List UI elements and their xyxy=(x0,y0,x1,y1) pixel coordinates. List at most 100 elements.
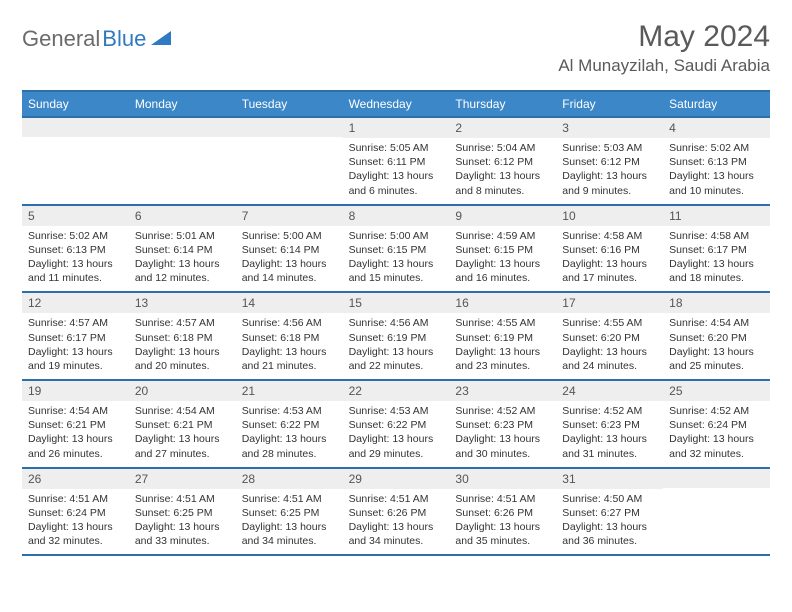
day-cell: 9Sunrise: 4:59 AMSunset: 6:15 PMDaylight… xyxy=(449,206,556,292)
week-row: 26Sunrise: 4:51 AMSunset: 6:24 PMDayligh… xyxy=(22,469,770,557)
day-cell: 7Sunrise: 5:00 AMSunset: 6:14 PMDaylight… xyxy=(236,206,343,292)
sunset-text: Sunset: 6:20 PM xyxy=(669,331,764,345)
day-cell: 15Sunrise: 4:56 AMSunset: 6:19 PMDayligh… xyxy=(343,293,450,379)
day-cell: 5Sunrise: 5:02 AMSunset: 6:13 PMDaylight… xyxy=(22,206,129,292)
sunrise-text: Sunrise: 4:55 AM xyxy=(562,316,657,330)
day-cell: 21Sunrise: 4:53 AMSunset: 6:22 PMDayligh… xyxy=(236,381,343,467)
day-number xyxy=(22,118,129,137)
day-cell: 26Sunrise: 4:51 AMSunset: 6:24 PMDayligh… xyxy=(22,469,129,555)
day-number: 16 xyxy=(449,293,556,313)
day-number: 12 xyxy=(22,293,129,313)
week-row: 19Sunrise: 4:54 AMSunset: 6:21 PMDayligh… xyxy=(22,381,770,469)
logo-text-blue: Blue xyxy=(102,26,146,52)
week-row: 1Sunrise: 5:05 AMSunset: 6:11 PMDaylight… xyxy=(22,118,770,206)
daylight-text: Daylight: 13 hours and 25 minutes. xyxy=(669,345,764,373)
day-body: Sunrise: 4:53 AMSunset: 6:22 PMDaylight:… xyxy=(343,401,450,467)
sunrise-text: Sunrise: 4:53 AM xyxy=(242,404,337,418)
sunrise-text: Sunrise: 5:03 AM xyxy=(562,141,657,155)
day-number: 11 xyxy=(663,206,770,226)
sunrise-text: Sunrise: 4:51 AM xyxy=(28,492,123,506)
day-body: Sunrise: 4:55 AMSunset: 6:19 PMDaylight:… xyxy=(449,313,556,379)
daylight-text: Daylight: 13 hours and 26 minutes. xyxy=(28,432,123,460)
day-number: 13 xyxy=(129,293,236,313)
day-number: 5 xyxy=(22,206,129,226)
sunset-text: Sunset: 6:27 PM xyxy=(562,506,657,520)
day-body: Sunrise: 5:01 AMSunset: 6:14 PMDaylight:… xyxy=(129,226,236,292)
sunset-text: Sunset: 6:13 PM xyxy=(669,155,764,169)
sunrise-text: Sunrise: 4:55 AM xyxy=(455,316,550,330)
sunset-text: Sunset: 6:23 PM xyxy=(455,418,550,432)
day-cell: 28Sunrise: 4:51 AMSunset: 6:25 PMDayligh… xyxy=(236,469,343,555)
sunrise-text: Sunrise: 4:53 AM xyxy=(349,404,444,418)
day-number: 15 xyxy=(343,293,450,313)
day-number xyxy=(663,469,770,488)
day-body: Sunrise: 5:05 AMSunset: 6:11 PMDaylight:… xyxy=(343,138,450,204)
sunset-text: Sunset: 6:14 PM xyxy=(135,243,230,257)
day-number: 30 xyxy=(449,469,556,489)
day-number: 2 xyxy=(449,118,556,138)
location-label: Al Munayzilah, Saudi Arabia xyxy=(558,56,770,76)
day-body: Sunrise: 5:04 AMSunset: 6:12 PMDaylight:… xyxy=(449,138,556,204)
sunset-text: Sunset: 6:17 PM xyxy=(28,331,123,345)
day-cell: 22Sunrise: 4:53 AMSunset: 6:22 PMDayligh… xyxy=(343,381,450,467)
day-number: 4 xyxy=(663,118,770,138)
sunset-text: Sunset: 6:22 PM xyxy=(349,418,444,432)
daylight-text: Daylight: 13 hours and 21 minutes. xyxy=(242,345,337,373)
daylight-text: Daylight: 13 hours and 30 minutes. xyxy=(455,432,550,460)
sunrise-text: Sunrise: 4:58 AM xyxy=(562,229,657,243)
day-cell: 8Sunrise: 5:00 AMSunset: 6:15 PMDaylight… xyxy=(343,206,450,292)
day-number: 8 xyxy=(343,206,450,226)
day-body: Sunrise: 4:54 AMSunset: 6:21 PMDaylight:… xyxy=(22,401,129,467)
day-number: 29 xyxy=(343,469,450,489)
day-cell: 1Sunrise: 5:05 AMSunset: 6:11 PMDaylight… xyxy=(343,118,450,204)
daylight-text: Daylight: 13 hours and 19 minutes. xyxy=(28,345,123,373)
day-cell: 27Sunrise: 4:51 AMSunset: 6:25 PMDayligh… xyxy=(129,469,236,555)
sunset-text: Sunset: 6:11 PM xyxy=(349,155,444,169)
sunrise-text: Sunrise: 4:52 AM xyxy=(562,404,657,418)
day-number xyxy=(236,118,343,137)
daylight-text: Daylight: 13 hours and 27 minutes. xyxy=(135,432,230,460)
sunrise-text: Sunrise: 4:54 AM xyxy=(669,316,764,330)
day-number: 17 xyxy=(556,293,663,313)
day-number: 10 xyxy=(556,206,663,226)
day-body: Sunrise: 4:56 AMSunset: 6:18 PMDaylight:… xyxy=(236,313,343,379)
day-number: 28 xyxy=(236,469,343,489)
page-header: General Blue May 2024 Al Munayzilah, Sau… xyxy=(22,20,770,76)
day-cell: 14Sunrise: 4:56 AMSunset: 6:18 PMDayligh… xyxy=(236,293,343,379)
sunset-text: Sunset: 6:21 PM xyxy=(28,418,123,432)
day-body: Sunrise: 4:52 AMSunset: 6:23 PMDaylight:… xyxy=(449,401,556,467)
sunrise-text: Sunrise: 4:52 AM xyxy=(669,404,764,418)
day-body: Sunrise: 4:56 AMSunset: 6:19 PMDaylight:… xyxy=(343,313,450,379)
daylight-text: Daylight: 13 hours and 17 minutes. xyxy=(562,257,657,285)
sunrise-text: Sunrise: 4:52 AM xyxy=(455,404,550,418)
sunset-text: Sunset: 6:26 PM xyxy=(455,506,550,520)
day-number: 22 xyxy=(343,381,450,401)
sunset-text: Sunset: 6:20 PM xyxy=(562,331,657,345)
day-body: Sunrise: 5:02 AMSunset: 6:13 PMDaylight:… xyxy=(663,138,770,204)
day-body: Sunrise: 4:52 AMSunset: 6:24 PMDaylight:… xyxy=(663,401,770,467)
sunset-text: Sunset: 6:13 PM xyxy=(28,243,123,257)
day-cell xyxy=(236,118,343,204)
weekday-header: Sunday xyxy=(22,92,129,116)
week-row: 12Sunrise: 4:57 AMSunset: 6:17 PMDayligh… xyxy=(22,293,770,381)
day-body: Sunrise: 5:00 AMSunset: 6:14 PMDaylight:… xyxy=(236,226,343,292)
sunset-text: Sunset: 6:25 PM xyxy=(135,506,230,520)
day-body: Sunrise: 4:51 AMSunset: 6:24 PMDaylight:… xyxy=(22,489,129,555)
day-number: 20 xyxy=(129,381,236,401)
sunset-text: Sunset: 6:15 PM xyxy=(455,243,550,257)
sunset-text: Sunset: 6:23 PM xyxy=(562,418,657,432)
day-number: 27 xyxy=(129,469,236,489)
daylight-text: Daylight: 13 hours and 29 minutes. xyxy=(349,432,444,460)
day-cell: 11Sunrise: 4:58 AMSunset: 6:17 PMDayligh… xyxy=(663,206,770,292)
day-cell: 20Sunrise: 4:54 AMSunset: 6:21 PMDayligh… xyxy=(129,381,236,467)
daylight-text: Daylight: 13 hours and 28 minutes. xyxy=(242,432,337,460)
sunrise-text: Sunrise: 5:00 AM xyxy=(242,229,337,243)
sunset-text: Sunset: 6:18 PM xyxy=(242,331,337,345)
day-number: 23 xyxy=(449,381,556,401)
sunrise-text: Sunrise: 4:51 AM xyxy=(349,492,444,506)
day-body: Sunrise: 4:52 AMSunset: 6:23 PMDaylight:… xyxy=(556,401,663,467)
sunrise-text: Sunrise: 5:00 AM xyxy=(349,229,444,243)
sunset-text: Sunset: 6:22 PM xyxy=(242,418,337,432)
weekday-header: Tuesday xyxy=(236,92,343,116)
day-cell xyxy=(129,118,236,204)
